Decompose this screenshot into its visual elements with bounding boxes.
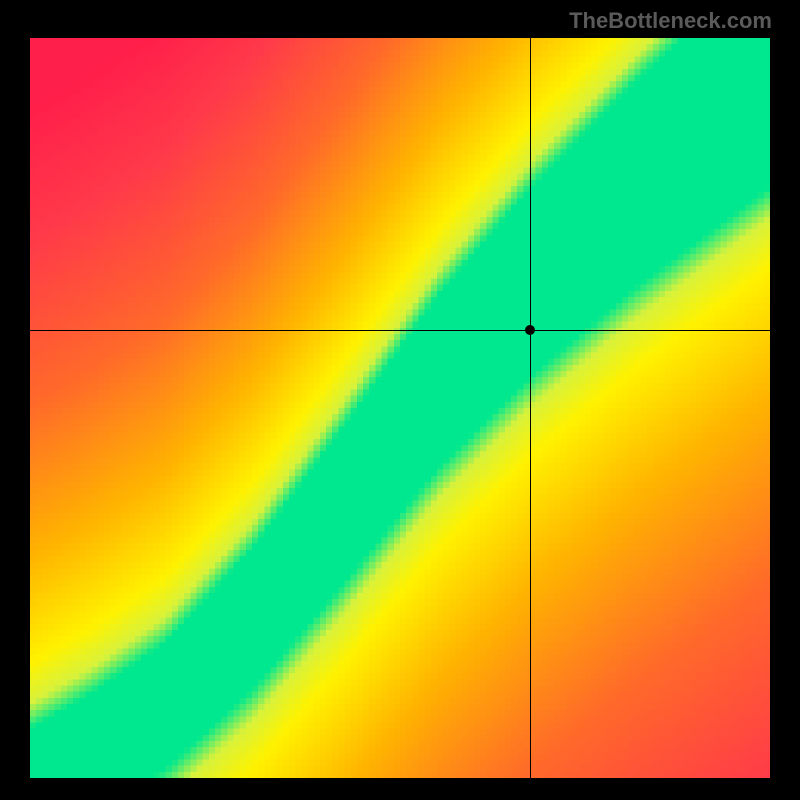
crosshair-horizontal [30,330,770,331]
bottleneck-heatmap [30,38,770,778]
crosshair-vertical [530,38,531,778]
plot-area [30,38,770,778]
watermark-text: TheBottleneck.com [569,8,772,34]
chart-container: TheBottleneck.com [0,0,800,800]
crosshair-marker [525,325,535,335]
